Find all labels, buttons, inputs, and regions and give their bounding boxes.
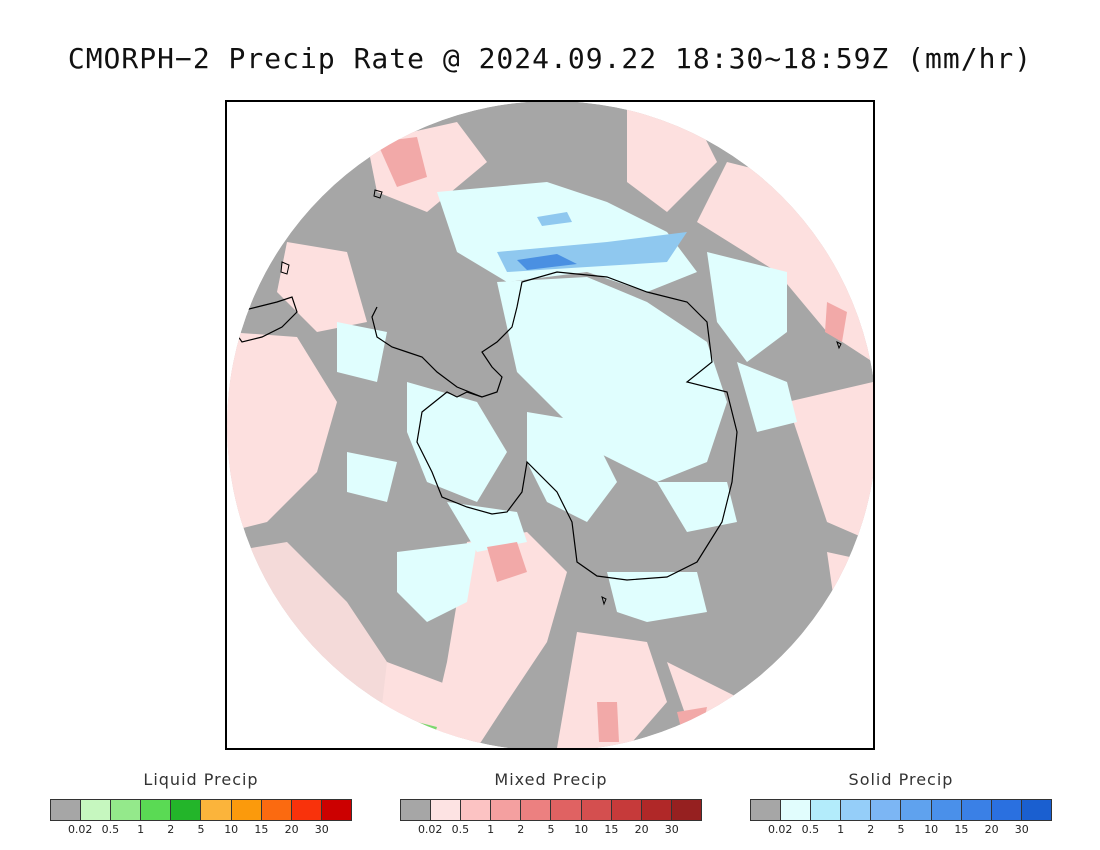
legend-tick-label: 1 xyxy=(837,823,845,836)
legend-tick-label: 15 xyxy=(254,823,269,836)
legend-swatch xyxy=(141,800,172,820)
legend-swatch xyxy=(671,800,701,820)
solid-precip-regions xyxy=(337,182,797,622)
legend-tick-label: 1 xyxy=(487,823,495,836)
legend-swatch xyxy=(431,800,462,820)
legend-tick-label: 10 xyxy=(924,823,939,836)
legend-tick-label: 20 xyxy=(634,823,649,836)
legend-swatch xyxy=(261,800,292,820)
legend-tick-label: 5 xyxy=(897,823,905,836)
legend-tick-label: 30 xyxy=(664,823,679,836)
legend-tick-label: 0.5 xyxy=(801,823,820,836)
antarctic-peninsula xyxy=(371,306,483,398)
legend-tick-label: 2 xyxy=(517,823,525,836)
legend-tick-label: 1 xyxy=(137,823,145,836)
legend-title: Liquid Precip xyxy=(143,770,259,789)
legend-tick-label: 20 xyxy=(284,823,299,836)
legend-tick-label: 0.02 xyxy=(67,823,93,836)
legend-swatch xyxy=(931,800,962,820)
legend-swatch xyxy=(291,800,322,820)
legend-swatch xyxy=(991,800,1022,820)
legend-tick-label: 15 xyxy=(604,823,619,836)
legend-swatch xyxy=(111,800,142,820)
legend-tick-label: 5 xyxy=(197,823,205,836)
legend-swatch xyxy=(781,800,812,820)
antarctica-coastline xyxy=(416,271,738,581)
legend-ticks: 0.02 0.5 1 2 5 10 15 20 30 xyxy=(750,823,1052,839)
legend-tick-label: 10 xyxy=(574,823,589,836)
mixed-precip-heavy xyxy=(377,137,847,742)
legend-colorbar xyxy=(50,799,352,821)
legend-tick-label: 10 xyxy=(224,823,239,836)
legend-swatch xyxy=(901,800,932,820)
legend-swatch xyxy=(1021,800,1051,820)
polar-map xyxy=(227,102,873,748)
legend-swatch xyxy=(521,800,552,820)
legend-tick-label: 20 xyxy=(984,823,999,836)
legend-swatch xyxy=(81,800,112,820)
legend-swatch xyxy=(171,800,202,820)
legend-swatch xyxy=(841,800,872,820)
legend-swatch xyxy=(321,800,351,820)
legend-title: Solid Precip xyxy=(848,770,954,789)
legend-tick-label: 2 xyxy=(167,823,175,836)
legend-ticks: 0.02 0.5 1 2 5 10 15 20 30 xyxy=(400,823,702,839)
precip-field xyxy=(227,102,873,748)
legend-swatch xyxy=(551,800,582,820)
legend-tick-label: 0.5 xyxy=(451,823,470,836)
legend-swatch xyxy=(231,800,262,820)
mixed-precip-legend: Mixed Precip 0.02 0.5 1 2 5 10 15 20 30 xyxy=(400,770,702,839)
legend-swatch xyxy=(201,800,232,820)
legend-swatch xyxy=(401,800,432,820)
map-title: CMORPH−2 Precip Rate @ 2024.09.22 18:30~… xyxy=(67,42,1033,75)
legend-tick-label: 0.02 xyxy=(767,823,793,836)
legend-swatch xyxy=(611,800,642,820)
legend-swatch xyxy=(641,800,672,820)
legend-tick-label: 30 xyxy=(314,823,329,836)
legend-swatch xyxy=(871,800,902,820)
legend-swatch xyxy=(491,800,522,820)
islands-coastline xyxy=(280,189,842,606)
legend-swatch xyxy=(811,800,842,820)
legend-swatch xyxy=(461,800,492,820)
solid-precip-legend: Solid Precip 0.02 0.5 1 2 5 10 15 20 30 xyxy=(750,770,1052,839)
legend-swatch xyxy=(581,800,612,820)
legend-tick-label: 15 xyxy=(954,823,969,836)
legend-tick-label: 5 xyxy=(547,823,555,836)
legend-swatch xyxy=(751,800,782,820)
legend-tick-label: 0.5 xyxy=(101,823,120,836)
legend-title: Mixed Precip xyxy=(494,770,608,789)
legend-colorbar xyxy=(400,799,702,821)
liquid-precip-legend: Liquid Precip 0.02 0.5 1 2 5 10 15 20 30 xyxy=(50,770,352,839)
legend-tick-label: 30 xyxy=(1014,823,1029,836)
legend-swatch xyxy=(961,800,992,820)
legend-colorbar xyxy=(750,799,1052,821)
legend-tick-label: 2 xyxy=(867,823,875,836)
legend-tick-label: 0.02 xyxy=(417,823,443,836)
solid-precip-heavy xyxy=(497,212,687,272)
map-frame xyxy=(225,100,875,750)
legend-ticks: 0.02 0.5 1 2 5 10 15 20 30 xyxy=(50,823,352,839)
legend-swatch xyxy=(51,800,82,820)
